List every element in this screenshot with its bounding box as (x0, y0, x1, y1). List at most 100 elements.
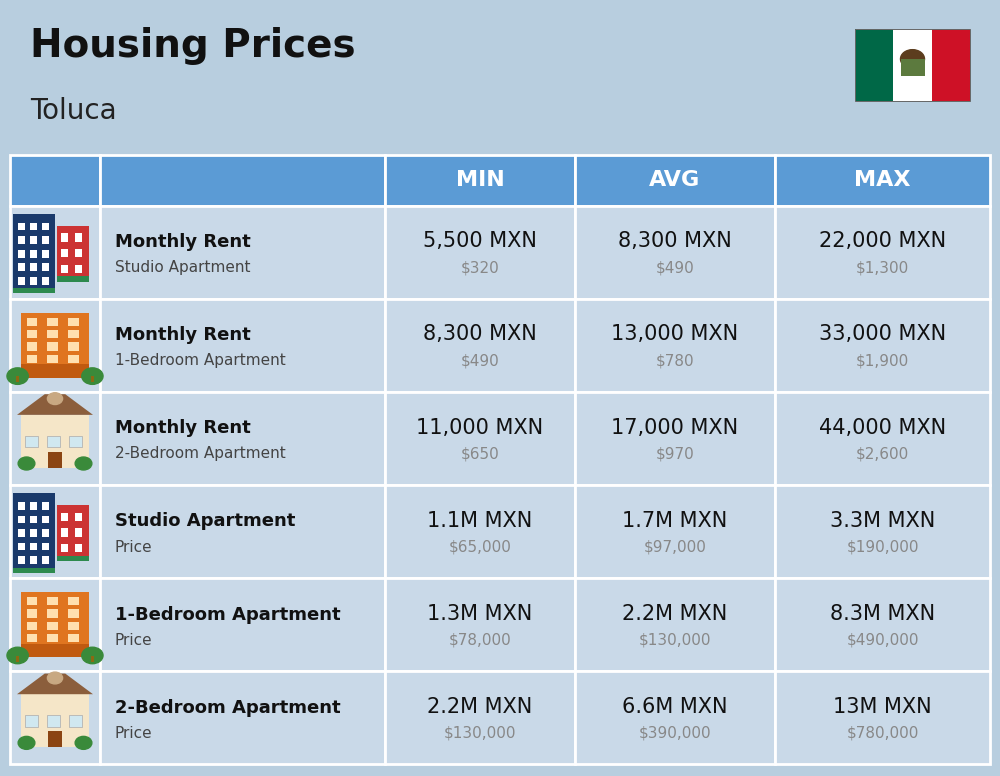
Text: Monthly Rent: Monthly Rent (115, 233, 251, 251)
Text: $650: $650 (461, 446, 499, 462)
Bar (61, 513, 68, 521)
Bar (61, 544, 68, 553)
Polygon shape (17, 394, 93, 415)
Text: $130,000: $130,000 (639, 632, 711, 648)
Text: 1.7M MXN: 1.7M MXN (622, 511, 728, 531)
Text: 1-Bedroom Apartment: 1-Bedroom Apartment (115, 605, 341, 624)
Text: $78,000: $78,000 (449, 632, 511, 648)
Bar (26, 609, 37, 618)
Bar (47, 330, 58, 338)
Bar (69, 436, 82, 447)
Bar (75, 544, 82, 553)
Bar (68, 634, 79, 643)
Bar (68, 609, 79, 618)
Bar (13, 288, 55, 293)
Text: 2.2M MXN: 2.2M MXN (427, 697, 533, 717)
Bar (13, 494, 55, 570)
Text: 6.6M MXN: 6.6M MXN (622, 697, 728, 717)
Bar (13, 214, 55, 290)
Bar (68, 597, 79, 605)
Bar (42, 236, 49, 244)
Text: 2.2M MXN: 2.2M MXN (622, 604, 728, 624)
Text: $490: $490 (656, 260, 694, 275)
Bar (18, 223, 25, 230)
Bar (16, 376, 19, 382)
Bar (18, 236, 25, 244)
Polygon shape (17, 674, 93, 695)
Text: 1.3M MXN: 1.3M MXN (427, 604, 533, 624)
Bar (26, 330, 37, 338)
Bar (75, 513, 82, 521)
Circle shape (75, 736, 92, 750)
Bar (18, 556, 25, 564)
Bar (47, 317, 58, 326)
Bar (10, 485, 100, 578)
Bar (10, 299, 100, 392)
Bar (100, 578, 385, 671)
Text: 2-Bedroom Apartment: 2-Bedroom Apartment (115, 446, 286, 462)
Bar (100, 155, 385, 206)
Bar (30, 515, 37, 523)
Bar (575, 299, 775, 392)
Text: 22,000 MXN: 22,000 MXN (819, 231, 946, 251)
Bar (18, 529, 25, 537)
Text: Price: Price (115, 539, 153, 555)
Bar (893, 29, 932, 101)
Bar (47, 622, 58, 630)
Bar (48, 452, 62, 468)
Bar (42, 250, 49, 258)
Text: $320: $320 (461, 260, 499, 275)
Bar (61, 249, 68, 257)
Text: $490,000: $490,000 (846, 632, 919, 648)
Bar (25, 436, 38, 447)
Text: 3.3M MXN: 3.3M MXN (830, 511, 935, 531)
Bar (42, 502, 49, 510)
Bar (385, 671, 575, 764)
Bar (42, 556, 49, 564)
Bar (30, 556, 37, 564)
Text: $970: $970 (656, 446, 694, 462)
Bar (25, 715, 38, 726)
Text: $2,600: $2,600 (856, 446, 909, 462)
Bar (18, 250, 25, 258)
Bar (47, 436, 60, 447)
Bar (26, 597, 37, 605)
Bar (26, 355, 37, 363)
Text: 44,000 MXN: 44,000 MXN (819, 417, 946, 438)
Bar (61, 528, 68, 536)
Bar (100, 671, 385, 764)
Bar (42, 529, 49, 537)
Bar (42, 263, 49, 271)
Bar (30, 502, 37, 510)
Bar (18, 263, 25, 271)
Text: Price: Price (115, 632, 153, 648)
Bar (91, 376, 94, 382)
Bar (385, 155, 575, 206)
Bar (26, 342, 37, 351)
Bar (57, 226, 89, 279)
Bar (61, 265, 68, 273)
Bar (57, 505, 89, 558)
Bar (575, 485, 775, 578)
Bar (10, 392, 100, 485)
Text: Housing Prices: Housing Prices (30, 27, 356, 65)
Bar (775, 206, 990, 299)
Bar (18, 515, 25, 523)
Bar (42, 277, 49, 285)
Text: Toluca: Toluca (30, 97, 117, 125)
Text: 11,000 MXN: 11,000 MXN (416, 417, 544, 438)
Text: 33,000 MXN: 33,000 MXN (819, 324, 946, 345)
Bar (100, 206, 385, 299)
Bar (42, 515, 49, 523)
Text: $97,000: $97,000 (644, 539, 706, 555)
Text: 2-Bedroom Apartment: 2-Bedroom Apartment (115, 698, 341, 717)
Bar (47, 634, 58, 643)
Bar (47, 355, 58, 363)
Bar (26, 634, 37, 643)
Text: 8,300 MXN: 8,300 MXN (423, 324, 537, 345)
Bar (932, 29, 970, 101)
Bar (30, 277, 37, 285)
Bar (21, 644, 89, 657)
Bar (75, 528, 82, 536)
Bar (26, 622, 37, 630)
